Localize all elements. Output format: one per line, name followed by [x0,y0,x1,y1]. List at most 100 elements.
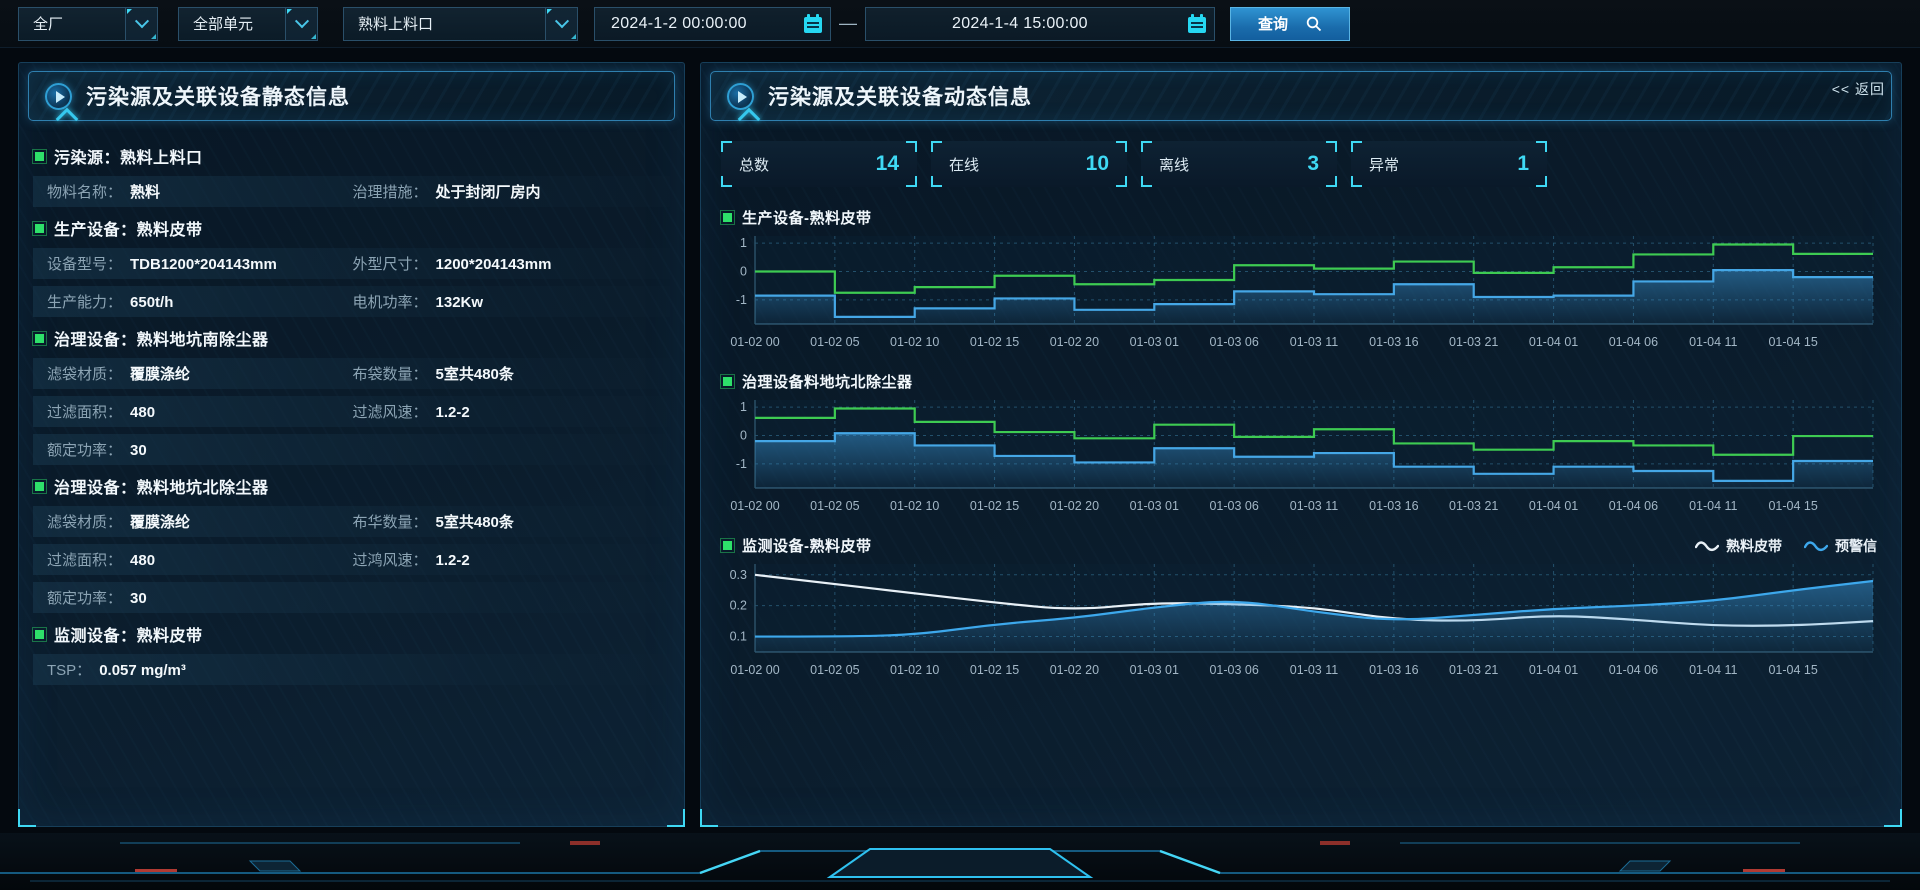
legend-item[interactable]: 熟料皮带 [1695,536,1782,556]
calendar-icon[interactable] [802,13,824,35]
wave-line-icon [1804,540,1828,551]
corner-bracket [931,141,942,152]
field-label: 滤袋材质： [47,514,123,531]
static-info-list: 污染源：熟料上料口物料名称： 熟料 治理措施： 处于封闭厂房内生产设备：熟料皮带设备型… [19,121,684,685]
svg-text:0.3: 0.3 [730,568,747,582]
start-date-input[interactable]: 2024-1-2 00:00:00 [594,6,831,41]
legend-label: 熟料皮带 [1726,537,1782,554]
static-info-header: 污染源及关联设备静态信息 [28,71,675,121]
stat-value: 1 [1517,152,1529,175]
corner-bracket [906,176,917,187]
back-link[interactable]: << 返回 [1831,81,1885,97]
svg-text:01-02 00: 01-02 00 [730,499,779,513]
key-value-pair: 物料名称： 熟料 [47,181,353,202]
green-square-icon [32,148,47,164]
stat-value: 10 [1085,152,1109,175]
chevron-down-icon[interactable] [285,7,317,40]
stat-label: 在线 [949,156,980,174]
field-label: 布袋数量： [352,366,428,383]
svg-text:01-04 11: 01-04 11 [1689,335,1737,349]
info-row: 过滤面积： 480 过滤风速： 1.2-2 [33,396,670,427]
svg-text:01-03 11: 01-03 11 [1290,663,1338,677]
svg-text:01-04 01: 01-04 01 [1529,499,1578,513]
query-button[interactable]: 查询 [1230,6,1350,41]
svg-text:01-02 15: 01-02 15 [970,335,1019,349]
info-section-header: 治理设备：熟料地坑南除尘器 [32,326,670,350]
chart-title: 监测设备-熟料皮带 [742,538,872,555]
field-label: 生产能力： [47,294,123,311]
svg-text:01-04 11: 01-04 11 [1689,663,1737,677]
unit-select[interactable]: 全部单元 [178,6,318,41]
chart-title: 治理设备料地坑北除尘器 [742,374,913,391]
svg-text:01-03 01: 01-03 01 [1130,335,1179,349]
main-content: 污染源及关联设备静态信息 污染源：熟料上料口物料名称： 熟料 治理措施： 处于封闭厂房… [0,48,1920,827]
field-label: 物料名称： [47,184,123,201]
svg-text:01-03 06: 01-03 06 [1209,335,1258,349]
end-date-value: 2024-1-4 15:00:00 [952,14,1088,32]
green-square-icon [720,210,735,225]
stat-value: 14 [875,152,899,175]
corner-bracket [1326,176,1337,187]
top-toolbar: 全厂 全部单元 熟料上料口 2024-1-2 00:00:00 — 2024-1… [0,0,1920,48]
svg-text:01-04 01: 01-04 01 [1529,663,1578,677]
svg-text:01-04 01: 01-04 01 [1529,335,1578,349]
chart-title-row: 治理设备料地坑北除尘器 [720,371,1877,392]
legend-item[interactable]: 预警信 [1804,536,1877,556]
green-square-icon [32,478,47,494]
green-square-icon [720,538,735,553]
chart-3: 监测设备-熟料皮带 熟料皮带 预警信 01-02 00 01-02 05 01-02 10… [720,535,1881,687]
svg-text:01-02 15: 01-02 15 [970,663,1019,677]
svg-text:01-02 20: 01-02 20 [1050,335,1099,349]
svg-text:0.2: 0.2 [730,599,747,613]
field-label: 治理措施： [352,184,428,201]
source-select[interactable]: 熟料上料口 [343,6,578,41]
calendar-icon[interactable] [1186,13,1208,35]
svg-text:01-04 11: 01-04 11 [1689,499,1737,513]
chevron-down-icon[interactable] [545,7,577,40]
svg-text:01-03 11: 01-03 11 [1290,499,1338,513]
info-section-header: 生产设备：熟料皮带 [32,216,670,240]
stat-box-离线: 离线 3 [1141,141,1337,187]
info-row: 额定功率： 30 [33,434,670,465]
field-label: 外型尺寸： [352,256,428,273]
svg-text:01-03 21: 01-03 21 [1449,663,1498,677]
stat-label: 总数 [739,156,770,174]
legend-label: 预警信 [1835,537,1877,554]
play-icon [727,82,754,110]
field-label: 设备型号： [47,256,123,273]
info-row: 物料名称： 熟料 治理措施： 处于封闭厂房内 [33,176,670,207]
green-square-icon [32,626,47,642]
key-value-pair: 电机功率： 132Kw [353,291,659,312]
key-value-pair: 过滤风速： 1.2-2 [353,401,659,422]
plant-select[interactable]: 全厂 [18,6,158,41]
end-date-input[interactable]: 2024-1-4 15:00:00 [865,6,1215,41]
corner-bracket [1326,141,1337,152]
svg-text:01-03 06: 01-03 06 [1209,499,1258,513]
svg-text:01-04 15: 01-04 15 [1768,663,1817,677]
svg-text:01-03 16: 01-03 16 [1369,663,1418,677]
chart-plot: 01-02 00 01-02 05 01-02 10 01-02 15 01-02 20… [730,564,1874,677]
svg-text:01-03 06: 01-03 06 [1209,663,1258,677]
series-line [755,432,1873,483]
chart-title: 生产设备-熟料皮带 [742,210,872,227]
info-row: 设备型号： TDB1200*204143mm 外型尺寸： 1200*204143mm [33,248,670,279]
green-square-icon [32,330,47,346]
svg-text:1: 1 [740,400,747,414]
svg-text:01-02 05: 01-02 05 [810,663,859,677]
chart-1: 生产设备-熟料皮带 01-02 00 01-02 05 01-02 10 01-02 1… [720,207,1881,359]
corner-bracket [1351,176,1362,187]
svg-text:01-02 10: 01-02 10 [890,663,939,677]
svg-text:01-02 20: 01-02 20 [1050,663,1099,677]
field-label: 电机功率： [352,294,428,311]
field-value: TDB1200*204143mm [130,256,277,273]
dynamic-info-title: 污染源及关联设备动态信息 [768,86,1032,109]
corner-bracket [1141,141,1152,152]
search-icon [1306,16,1322,31]
key-value-pair: 治理措施： 处于封闭厂房内 [353,181,659,202]
svg-text:01-04 06: 01-04 06 [1609,335,1658,349]
section-label: 污染源：熟料上料口 [54,150,203,167]
key-value-pair: 过滤面积： 480 [47,401,353,422]
chevron-down-icon[interactable] [125,7,157,40]
chart-plot: 01-02 00 01-02 05 01-02 10 01-02 15 01-02 20… [730,236,1874,349]
series-line [755,407,1873,456]
